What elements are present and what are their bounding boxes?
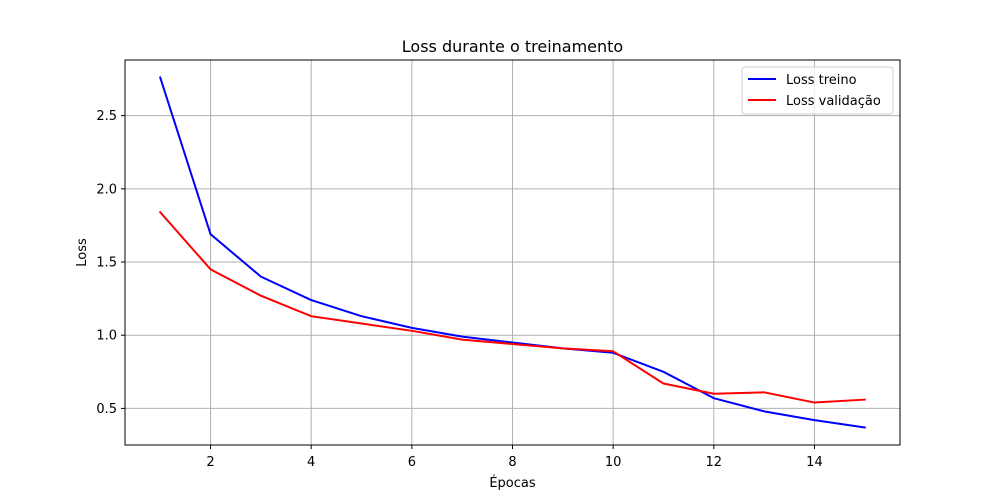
y-axis-ticks: 0.5 1.0 1.5 2.0 2.5	[96, 109, 125, 417]
y-tick-label: 2.0	[96, 182, 117, 197]
legend-label-validation: Loss validação	[786, 94, 881, 109]
grid-lines	[125, 60, 900, 445]
y-tick-label: 1.5	[96, 256, 117, 271]
x-tick-label: 2	[206, 455, 214, 470]
legend-label-train: Loss treino	[786, 73, 857, 88]
x-tick-label: 8	[508, 455, 516, 470]
x-tick-label: 4	[307, 455, 315, 470]
y-axis-label: Loss	[75, 238, 90, 267]
x-tick-label: 6	[408, 455, 416, 470]
y-tick-label: 2.5	[96, 109, 117, 124]
legend: Loss treino Loss validação	[741, 66, 894, 115]
series-layer	[158, 76, 866, 429]
series-line-train	[158, 76, 866, 429]
x-tick-label: 12	[706, 455, 723, 470]
legend-box	[741, 66, 894, 115]
x-tick-label: 14	[806, 455, 823, 470]
y-tick-label: 0.5	[96, 402, 117, 417]
x-tick-label: 10	[605, 455, 622, 470]
x-axis-ticks: 2 4 6 8 10 12 14	[206, 445, 823, 470]
chart-title: Loss durante o treinamento	[402, 37, 623, 56]
y-tick-label: 1.0	[96, 329, 117, 344]
x-axis-label: Épocas	[489, 475, 536, 491]
series-line-validation	[158, 210, 866, 404]
